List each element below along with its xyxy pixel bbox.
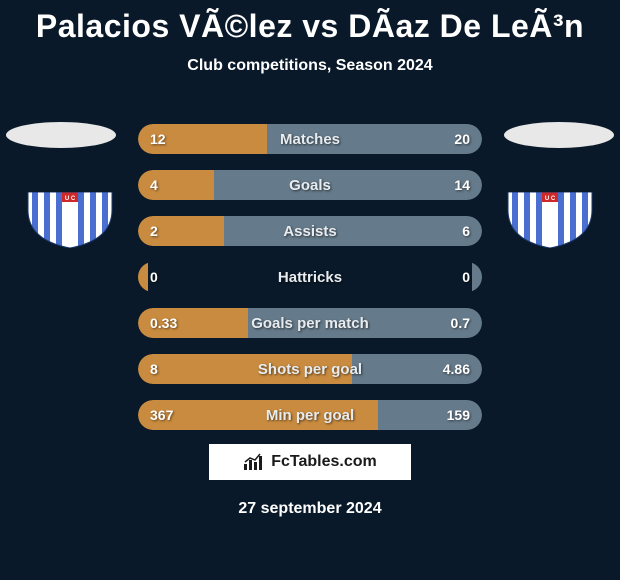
stat-value-left: 367 [150, 400, 173, 430]
stat-value-right: 20 [454, 124, 470, 154]
stat-row: Matches12 20 [138, 124, 482, 154]
stat-row: Assists2 6 [138, 216, 482, 246]
stat-row: Hattricks0 0 [138, 262, 482, 292]
stat-value-left: 0.33 [150, 308, 177, 338]
stat-label: Hattricks [138, 262, 482, 292]
watermark: FcTables.com [209, 444, 411, 480]
page-title: Palacios VÃ©lez vs DÃ­az De LeÃ³n [0, 0, 620, 45]
stat-value-left: 0 [150, 262, 158, 292]
stat-value-right: 6 [462, 216, 470, 246]
stat-label: Goals per match [138, 308, 482, 338]
stat-label: Matches [138, 124, 482, 154]
stat-row: Min per goal367 159 [138, 400, 482, 430]
stats-container: Matches12 20 Goals4 14 Assists2 6 Hattricks0 0 G… [138, 124, 482, 446]
stat-row: Goals per match0.33 0.7 [138, 308, 482, 338]
club-badge-right: U C [502, 192, 598, 248]
stat-row: Shots per goal8 4.86 [138, 354, 482, 384]
stat-value-right: 14 [454, 170, 470, 200]
page-date: 27 september 2024 [0, 500, 620, 518]
stat-value-left: 2 [150, 216, 158, 246]
stat-label: Goals [138, 170, 482, 200]
player-photo-right [504, 122, 614, 148]
stat-label: Shots per goal [138, 354, 482, 384]
stat-value-right: 4.86 [443, 354, 470, 384]
chart-icon [243, 453, 265, 471]
player-photo-left [6, 122, 116, 148]
subtitle: Club competitions, Season 2024 [0, 57, 620, 75]
svg-text:U C: U C [545, 196, 556, 202]
club-badge-left: U C [22, 192, 118, 248]
svg-text:U C: U C [65, 196, 76, 202]
stat-value-left: 8 [150, 354, 158, 384]
stat-label: Min per goal [138, 400, 482, 430]
stat-value-left: 4 [150, 170, 158, 200]
stat-value-right: 0.7 [451, 308, 470, 338]
watermark-text: FcTables.com [271, 453, 377, 471]
stat-value-right: 159 [447, 400, 470, 430]
stat-value-right: 0 [462, 262, 470, 292]
stat-row: Goals4 14 [138, 170, 482, 200]
stat-label: Assists [138, 216, 482, 246]
stat-value-left: 12 [150, 124, 166, 154]
